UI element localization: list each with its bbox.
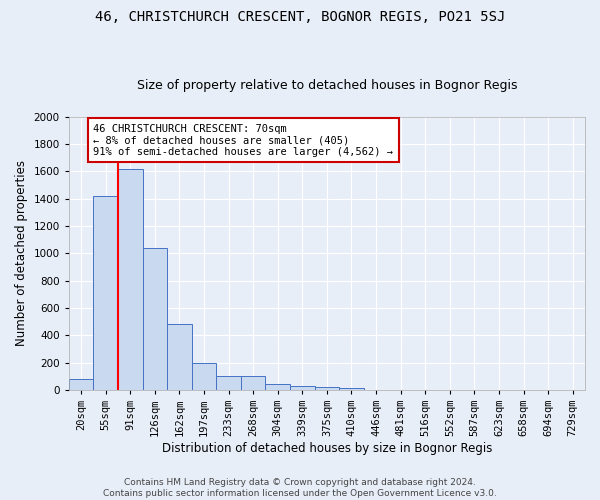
Bar	[94, 196, 118, 390]
Bar	[118, 168, 143, 390]
Bar	[192, 362, 217, 390]
Text: 46 CHRISTCHURCH CRESCENT: 70sqm
← 8% of detached houses are smaller (405)
91% of: 46 CHRISTCHURCH CRESCENT: 70sqm ← 8% of …	[94, 124, 394, 157]
Text: Contains HM Land Registry data © Crown copyright and database right 2024.
Contai: Contains HM Land Registry data © Crown c…	[103, 478, 497, 498]
Title: Size of property relative to detached houses in Bognor Regis: Size of property relative to detached ho…	[137, 79, 517, 92]
Bar	[265, 384, 290, 390]
Bar	[217, 376, 241, 390]
Text: 46, CHRISTCHURCH CRESCENT, BOGNOR REGIS, PO21 5SJ: 46, CHRISTCHURCH CRESCENT, BOGNOR REGIS,…	[95, 10, 505, 24]
Bar	[167, 324, 192, 390]
Bar	[69, 379, 94, 390]
Bar	[290, 386, 314, 390]
Y-axis label: Number of detached properties: Number of detached properties	[15, 160, 28, 346]
Bar	[314, 387, 339, 390]
Bar	[339, 388, 364, 390]
Bar	[241, 376, 265, 390]
Bar	[143, 248, 167, 390]
X-axis label: Distribution of detached houses by size in Bognor Regis: Distribution of detached houses by size …	[162, 442, 492, 455]
